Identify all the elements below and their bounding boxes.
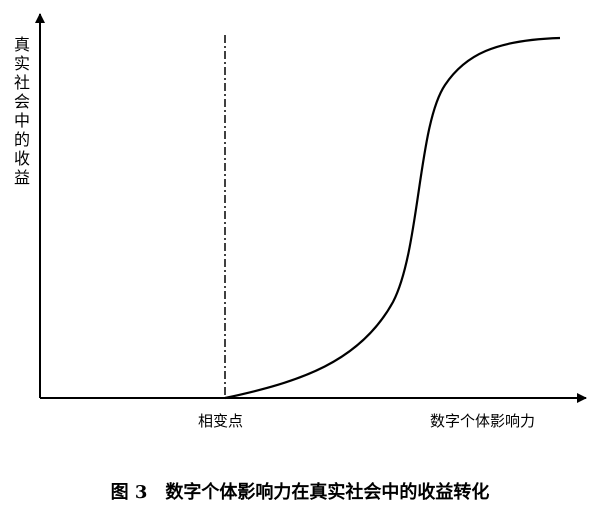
y-axis-label: 真实社会中的收益	[11, 36, 30, 188]
caption: 图 3 数字个体影响力在真实社会中的收益转化	[110, 482, 490, 503]
threshold-label: 相变点	[198, 412, 244, 430]
x-axis-label: 数字个体影响力	[430, 412, 536, 430]
curve	[224, 36, 561, 400]
